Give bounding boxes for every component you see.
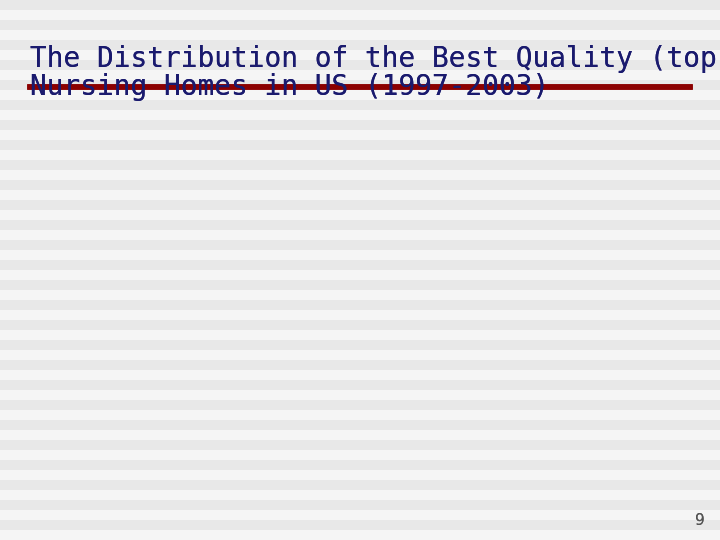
Bar [0, 430, 720, 440]
Bar [0, 210, 720, 220]
Bar [0, 200, 720, 210]
Bar [0, 520, 720, 530]
Bar [0, 500, 720, 510]
Text: Nursing Homes in US (1997-2003): Nursing Homes in US (1997-2003) [30, 73, 549, 101]
Bar [0, 410, 720, 420]
Bar [0, 280, 720, 290]
Bar [0, 110, 720, 120]
Bar [0, 0, 720, 10]
Bar [0, 10, 720, 20]
Bar [0, 250, 720, 260]
Bar [0, 480, 720, 490]
Bar [0, 420, 720, 430]
Bar [0, 230, 720, 240]
Bar [0, 350, 720, 360]
Bar [0, 130, 720, 140]
Bar [0, 260, 720, 270]
Bar [0, 50, 720, 60]
Bar [0, 340, 720, 350]
Bar [0, 40, 720, 50]
Bar [0, 290, 720, 300]
Bar [0, 30, 720, 40]
Bar [0, 460, 720, 470]
Bar [0, 390, 720, 400]
Bar [0, 190, 720, 200]
Bar [0, 380, 720, 390]
Bar [0, 150, 720, 160]
Bar [0, 240, 720, 250]
Bar [0, 60, 720, 70]
Bar [0, 510, 720, 520]
Bar [0, 330, 720, 340]
Text: Nursing Homes in US (1997-2003): Nursing Homes in US (1997-2003) [30, 73, 549, 101]
Bar [0, 170, 720, 180]
Bar [0, 490, 720, 500]
Text: 9: 9 [696, 513, 705, 528]
Bar [0, 140, 720, 150]
Bar [0, 80, 720, 90]
Bar [0, 220, 720, 230]
Bar [0, 120, 720, 130]
Text: The Distribution of the Best Quality (top 25%): The Distribution of the Best Quality (to… [30, 45, 720, 73]
Text: 9: 9 [696, 513, 705, 528]
Bar [0, 300, 720, 310]
Bar [0, 440, 720, 450]
Bar [0, 370, 720, 380]
Bar [0, 20, 720, 30]
Bar [0, 160, 720, 170]
Bar [0, 100, 720, 110]
Bar [0, 180, 720, 190]
Text: The Distribution of the Best Quality (top 25%): The Distribution of the Best Quality (to… [30, 45, 720, 73]
Bar [0, 400, 720, 410]
Bar [0, 320, 720, 330]
Bar [0, 530, 720, 540]
Bar [0, 90, 720, 100]
Bar [0, 470, 720, 480]
Bar [0, 450, 720, 460]
Bar [0, 70, 720, 80]
Bar [0, 310, 720, 320]
Bar [0, 360, 720, 370]
Bar [0, 270, 720, 280]
